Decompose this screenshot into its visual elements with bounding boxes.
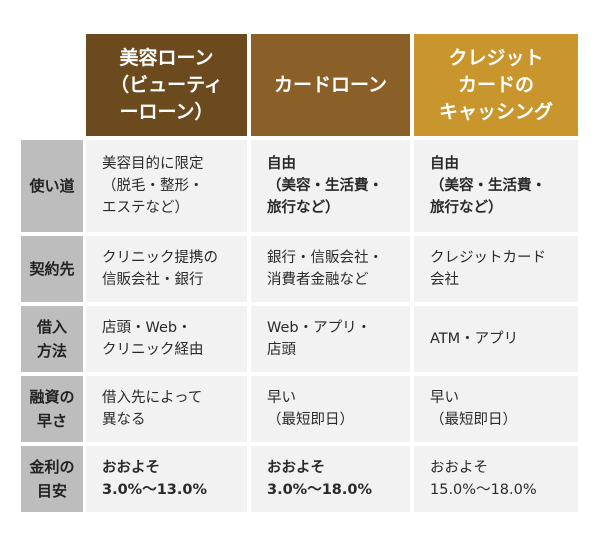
cell-speed-beauty-loan: 借入先によって 異なる — [86, 376, 247, 442]
row-label-loan-speed: 融資の 早さ — [21, 376, 83, 442]
cell-usage-beauty-loan: 美容目的に限定 （脱毛・整形・ エステなど） — [86, 140, 247, 232]
cell-rate-beauty-loan: おおよそ 3.0%〜13.0% — [86, 446, 247, 512]
cell-speed-card-loan: 早い （最短即日） — [251, 376, 410, 442]
cell-method-cashing: ATM・アプリ — [414, 306, 578, 372]
header-beauty-loan: 美容ローン （ビューティ ーローン） — [86, 34, 247, 136]
row-label-borrowing-method: 借入 方法 — [21, 306, 83, 372]
cell-speed-cashing: 早い （最短即日） — [414, 376, 578, 442]
row-label-usage: 使い道 — [21, 140, 83, 232]
cell-rate-cashing: おおよそ 15.0%〜18.0% — [414, 446, 578, 512]
cell-method-beauty-loan: 店頭・Web・ クリニック経由 — [86, 306, 247, 372]
cell-usage-card-loan: 自由 （美容・生活費・ 旅行など） — [251, 140, 410, 232]
row-label-contractor: 契約先 — [21, 236, 83, 302]
cell-usage-cashing: 自由 （美容・生活費・ 旅行など） — [414, 140, 578, 232]
cell-contractor-cashing: クレジットカード 会社 — [414, 236, 578, 302]
header-credit-card-cashing: クレジット カードの キャッシング — [414, 34, 578, 136]
cell-rate-card-loan: おおよそ 3.0%〜18.0% — [251, 446, 410, 512]
header-card-loan: カードローン — [251, 34, 410, 136]
row-label-interest-rate: 金利の 目安 — [21, 446, 83, 512]
cell-method-card-loan: Web・アプリ・ 店頭 — [251, 306, 410, 372]
cell-contractor-card-loan: 銀行・信販会社・ 消費者金融など — [251, 236, 410, 302]
cell-contractor-beauty-loan: クリニック提携の 信販会社・銀行 — [86, 236, 247, 302]
